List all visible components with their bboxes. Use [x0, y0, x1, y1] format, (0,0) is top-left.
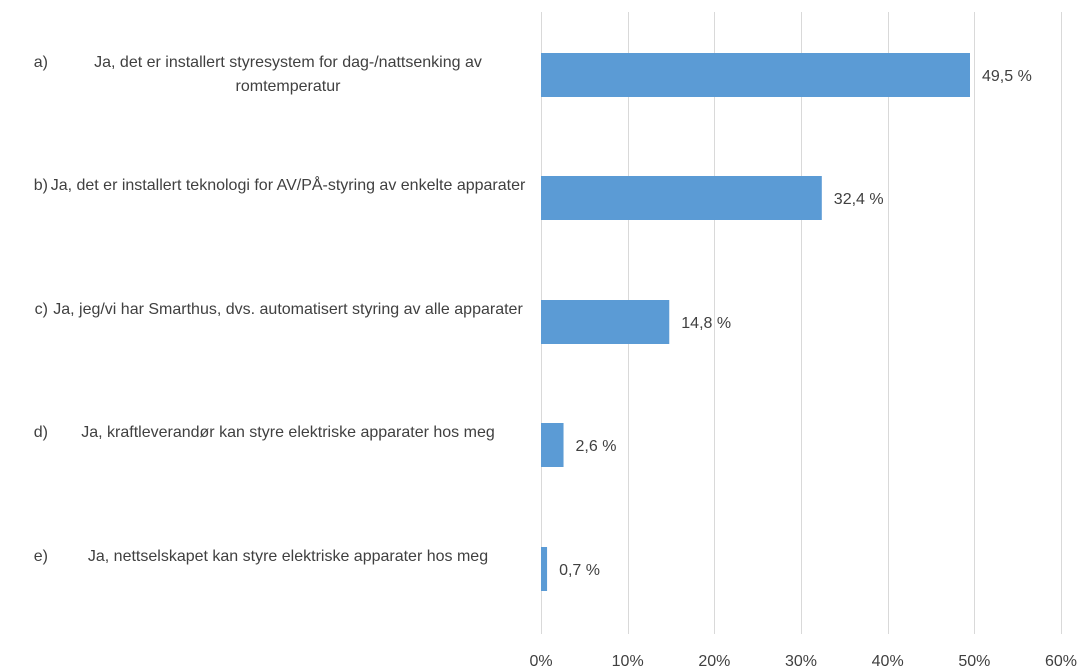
category-text: Ja, kraftleverandør kan styre elektriske… [81, 424, 495, 441]
x-tick-label: 0% [529, 653, 552, 669]
category-letter: e) [33, 548, 48, 565]
category-letter: b) [33, 177, 48, 194]
bar-e [541, 547, 548, 591]
category-label: c) Ja, jeg/vi har Smarthus, dvs. automati… [0, 298, 530, 346]
category-text: Ja, det er installert styresystem for da… [94, 54, 482, 95]
bar-b [541, 176, 822, 220]
category-label: e) Ja, nettselskapet kan styre elektriske… [0, 545, 530, 593]
x-tick-label: 40% [872, 653, 904, 669]
bar-d [541, 423, 564, 467]
category-label: b) Ja, det er installert teknologi for AV… [0, 174, 530, 222]
category-letter: a) [33, 54, 48, 71]
x-tick-label: 30% [785, 653, 817, 669]
category-letter: c) [34, 301, 48, 318]
category-text: Ja, det er installert teknologi for AV/P… [50, 177, 526, 194]
bar-c [541, 300, 670, 344]
x-tick-label: 10% [612, 653, 644, 669]
category-label: d) Ja, kraftleverandør kan styre elektris… [0, 421, 530, 469]
data-label: 0,7 % [559, 562, 600, 579]
category-label: a) Ja, det er installert styresystem for … [0, 51, 530, 99]
x-tick-label: 20% [698, 653, 730, 669]
category-text: Ja, nettselskapet kan styre elektriske a… [87, 548, 489, 565]
x-tick-label: 60% [1045, 653, 1077, 669]
data-label: 32,4 % [834, 191, 884, 208]
data-label: 2,6 % [576, 438, 617, 455]
data-label: 49,5 % [982, 68, 1032, 85]
x-tick-label: 50% [958, 653, 990, 669]
category-text: Ja, jeg/vi har Smarthus, dvs. automatise… [53, 301, 523, 318]
category-letter: d) [33, 424, 48, 441]
data-label: 14,8 % [681, 315, 731, 332]
bar-a [541, 53, 970, 97]
